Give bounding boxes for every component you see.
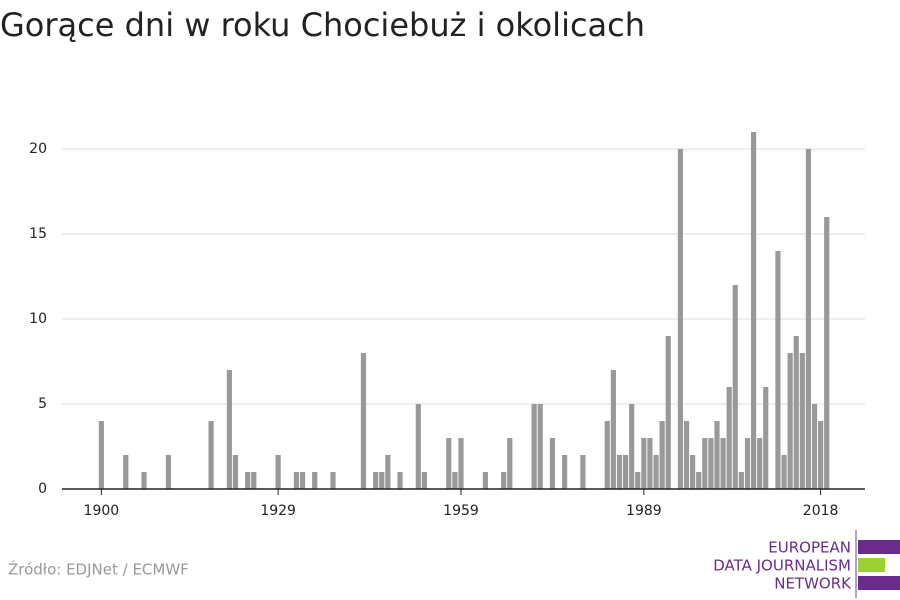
bar — [629, 404, 635, 489]
bar — [360, 353, 367, 489]
bar — [458, 438, 464, 489]
bar — [537, 404, 543, 489]
bar — [415, 404, 421, 489]
bar — [683, 421, 690, 489]
bar — [385, 455, 391, 489]
bar — [507, 438, 513, 489]
bar — [824, 217, 830, 489]
bar — [562, 455, 568, 489]
x-tick-label: 1900 — [84, 503, 120, 519]
x-tick-label: 2018 — [803, 503, 839, 519]
bar — [452, 472, 458, 489]
bar — [397, 472, 403, 489]
bar — [141, 472, 147, 489]
bar — [373, 472, 379, 489]
bar — [251, 472, 257, 489]
bar — [763, 387, 769, 489]
bar — [622, 455, 629, 489]
bar — [647, 438, 653, 489]
bar — [702, 438, 708, 489]
bar — [708, 438, 714, 489]
bar — [641, 438, 647, 489]
bar — [245, 472, 251, 489]
bar — [726, 387, 732, 489]
bar — [580, 455, 586, 489]
logo-text: DATA JOURNALISM — [713, 557, 851, 575]
bar — [690, 455, 696, 489]
y-tick-label: 0 — [38, 481, 47, 497]
bar — [604, 421, 610, 489]
y-tick-label: 15 — [29, 226, 47, 242]
bar — [720, 438, 726, 489]
bar — [293, 472, 300, 489]
bar — [226, 370, 232, 489]
bar — [616, 455, 623, 489]
bar — [805, 149, 812, 489]
bar — [744, 438, 751, 489]
bar — [379, 472, 385, 489]
bar — [482, 472, 488, 489]
logo-text: NETWORK — [774, 575, 852, 593]
bar — [781, 455, 787, 489]
bar — [275, 455, 281, 489]
bar — [531, 404, 537, 489]
bar — [501, 472, 507, 489]
chart-title: Gorące dni w roku Chociebuż i okolicach — [0, 6, 645, 44]
bar — [775, 251, 781, 489]
bar — [635, 472, 641, 489]
y-tick-label: 10 — [29, 311, 47, 327]
source: Źródło: EDJNet / ECMWF — [8, 560, 189, 579]
logo-bar — [858, 540, 900, 554]
x-tick-label: 1959 — [443, 503, 479, 519]
y-tick-label: 5 — [38, 396, 47, 412]
x-tick-label: 1929 — [260, 503, 296, 519]
bar — [421, 472, 428, 489]
bar — [123, 455, 129, 489]
bar — [738, 472, 744, 489]
y-tick-label: 20 — [29, 141, 47, 157]
bar — [98, 421, 104, 489]
logo: EUROPEAN DATA JOURNALISM NETWORK — [713, 530, 900, 598]
bar — [653, 455, 659, 489]
bar — [659, 421, 665, 489]
bar — [793, 336, 799, 489]
logo-bar — [858, 558, 885, 572]
bar — [312, 472, 318, 489]
bar — [610, 370, 616, 489]
bar — [330, 472, 336, 489]
logo-text: EUROPEAN — [768, 539, 851, 557]
bar — [665, 336, 671, 489]
bar — [757, 438, 763, 489]
bar — [732, 285, 738, 489]
bar — [799, 353, 805, 489]
bar — [232, 455, 239, 489]
bar — [818, 421, 824, 489]
bar — [208, 421, 214, 489]
logo-bar — [858, 576, 900, 590]
x-tick-label: 1989 — [626, 503, 662, 519]
bar — [549, 438, 556, 489]
bar — [714, 421, 720, 489]
bar — [811, 404, 818, 489]
bar — [165, 455, 172, 489]
bar — [299, 472, 306, 489]
bar — [696, 472, 702, 489]
bar — [446, 438, 452, 489]
bar — [750, 132, 757, 489]
bar — [787, 353, 793, 489]
bar — [677, 149, 684, 489]
